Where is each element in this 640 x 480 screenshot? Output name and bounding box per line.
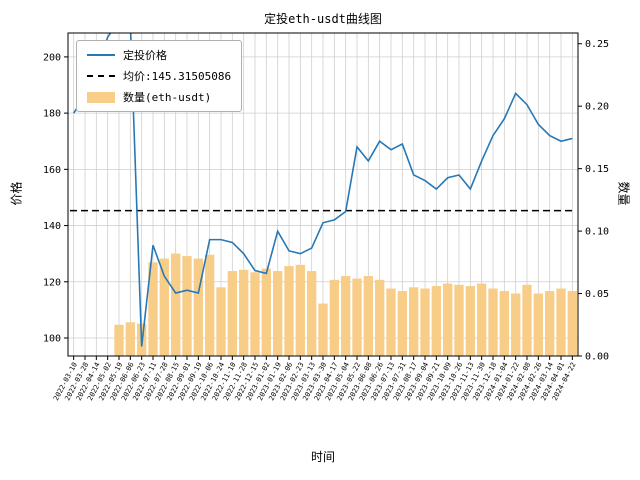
quantity-bar [397, 291, 407, 356]
quantity-bar [465, 286, 475, 356]
quantity-bar [227, 271, 237, 356]
quantity-bar [431, 286, 441, 356]
svg-text:120: 120 [43, 277, 61, 288]
quantity-bar [159, 258, 169, 356]
svg-text:0.00: 0.00 [585, 352, 609, 363]
quantity-bar [341, 276, 351, 356]
svg-text:160: 160 [43, 165, 61, 176]
quantity-bar [216, 287, 226, 356]
quantity-bar [171, 253, 181, 356]
quantity-bar-swatch [87, 91, 115, 103]
quantity-bar [284, 266, 294, 356]
quantity-bar [511, 293, 521, 356]
quantity-bar [205, 254, 215, 356]
quantity-bar [114, 324, 124, 356]
average-line-swatch [87, 75, 115, 77]
price-line [73, 33, 573, 347]
svg-text:0.25: 0.25 [585, 39, 609, 50]
quantity-bar [261, 268, 271, 356]
legend-label-average: 均价:145.31505086 [123, 70, 232, 83]
quantity-bar [454, 284, 464, 356]
quantity-bar [533, 293, 543, 356]
svg-text:0.15: 0.15 [585, 164, 609, 175]
legend-label-price: 定投价格 [123, 49, 167, 62]
y-axis-label-right: 数量 [616, 181, 631, 206]
x-axis-ticks: 2022-03-102022-03-282022-04-142022-05-02… [52, 356, 578, 402]
quantity-bars [114, 253, 577, 356]
right-axis-ticks: 0.00 0.05 0.10 0.15 0.20 0.25 [578, 39, 609, 363]
x-axis-label: 时间 [310, 450, 335, 464]
svg-text:100: 100 [43, 334, 61, 345]
quantity-bar [567, 291, 577, 356]
quantity-bar [363, 276, 373, 356]
left-axis-ticks: 100 120 140 160 180 200 [43, 52, 68, 345]
quantity-bar [545, 291, 555, 356]
quantity-bar [239, 269, 249, 356]
svg-text:0.05: 0.05 [585, 289, 609, 300]
quantity-bar [522, 284, 532, 356]
quantity-bar [409, 287, 419, 356]
y-axis-label-left: 价格 [9, 181, 24, 206]
quantity-bar [125, 322, 135, 356]
legend-item-average-price: 均价:145.31505086 [87, 68, 231, 84]
quantity-bar [193, 258, 203, 356]
legend-item-quantity: 数量(eth-usdt) [87, 89, 231, 105]
quantity-bar [375, 279, 385, 356]
quantity-bar [182, 256, 192, 356]
quantity-bar [443, 283, 453, 356]
quantity-bar [556, 288, 566, 356]
chart-title: 定投eth-usdt曲线图 [264, 12, 382, 26]
quantity-bar [499, 291, 509, 356]
quantity-bar [273, 271, 283, 356]
quantity-bar [386, 288, 396, 356]
quantity-bar [318, 303, 328, 356]
quantity-bar [148, 262, 158, 356]
svg-text:180: 180 [43, 109, 61, 120]
legend: 定投价格 均价:145.31505086 数量(eth-usdt) [76, 40, 243, 112]
quantity-bar [420, 288, 430, 356]
legend-item-price-line: 定投价格 [87, 47, 231, 63]
svg-text:0.10: 0.10 [585, 227, 609, 238]
svg-text:140: 140 [43, 221, 61, 232]
price-line-swatch [87, 54, 115, 56]
legend-label-quantity: 数量(eth-usdt) [123, 91, 212, 104]
svg-text:0.20: 0.20 [585, 102, 609, 113]
quantity-bar [329, 279, 339, 356]
quantity-bar [352, 278, 362, 356]
quantity-bar [488, 288, 498, 356]
quantity-bar [295, 264, 305, 356]
quantity-bar [250, 272, 260, 356]
quantity-bar [307, 271, 317, 356]
svg-text:200: 200 [43, 52, 61, 63]
quantity-bar [477, 283, 487, 356]
